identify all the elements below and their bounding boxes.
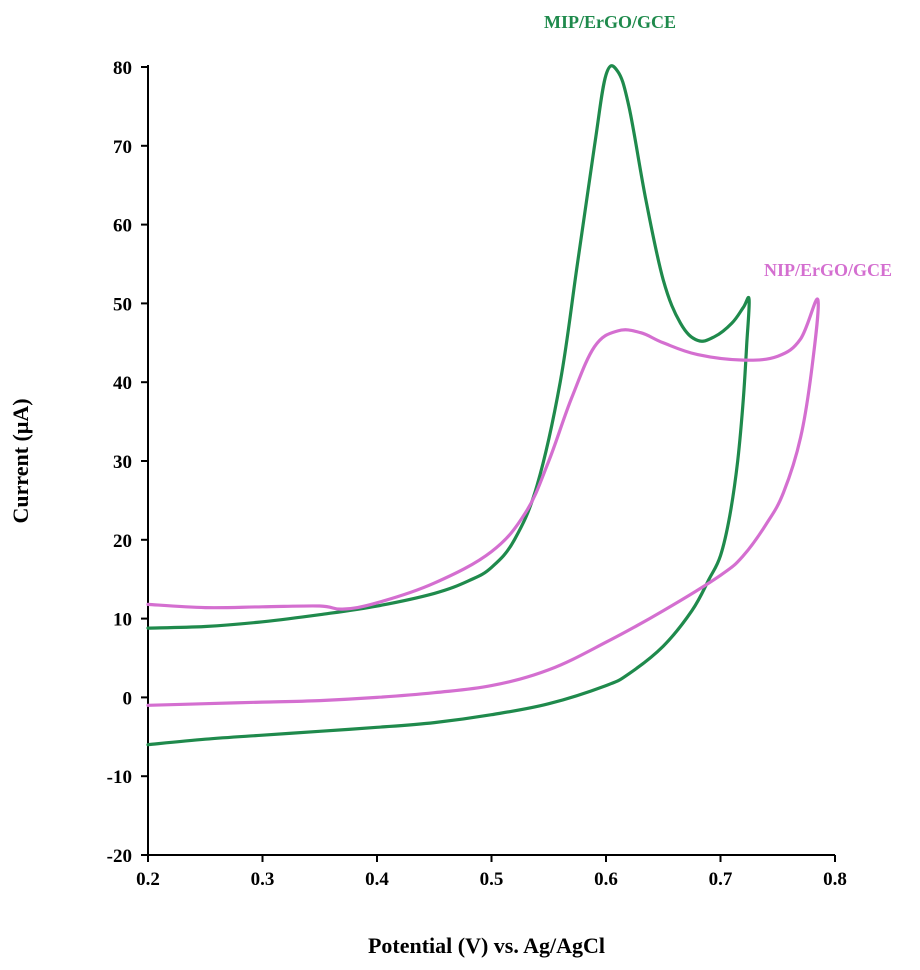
y-ticks: -20 -10 0 10 20 30 40 50 60 70 80 (107, 58, 148, 867)
series-line-nip-ergo-gce (146, 297, 820, 707)
y-tick-label: 70 (113, 137, 132, 158)
x-tick-label: 0.6 (594, 869, 618, 890)
y-tick-label: 40 (113, 373, 132, 394)
series-line-mip-ergo-gce (146, 64, 751, 747)
y-tick-label: 30 (113, 452, 132, 473)
x-tick-label: 0.5 (480, 869, 504, 890)
x-tick-label: 0.3 (251, 869, 275, 890)
y-tick-label: 50 (113, 294, 132, 315)
y-tick-label: 10 (113, 610, 132, 631)
y-tick-label: -20 (107, 846, 132, 867)
y-tick-label: -10 (107, 767, 132, 788)
x-tick-label: 0.8 (823, 869, 847, 890)
y-tick-label: 20 (113, 531, 132, 552)
x-axis-title: Potential (V) vs. Ag/AgCl (368, 933, 605, 958)
series-labels: MIP/ErGO/GCE NIP/ErGO/GCE (544, 12, 892, 280)
x-tick-label: 0.2 (136, 869, 160, 890)
x-tick-label: 0.4 (365, 869, 389, 890)
series-label: MIP/ErGO/GCE (544, 12, 676, 32)
x-tick-label: 0.7 (709, 869, 733, 890)
y-axis-title: Current (μA) (8, 398, 33, 523)
x-ticks: 0.2 0.3 0.4 0.5 0.6 0.7 0.8 (136, 855, 847, 890)
series-group (146, 64, 820, 747)
series-label: NIP/ErGO/GCE (764, 260, 892, 280)
y-tick-label: 0 (123, 688, 133, 709)
y-tick-label: 60 (113, 216, 132, 237)
y-tick-label: 80 (113, 58, 132, 79)
